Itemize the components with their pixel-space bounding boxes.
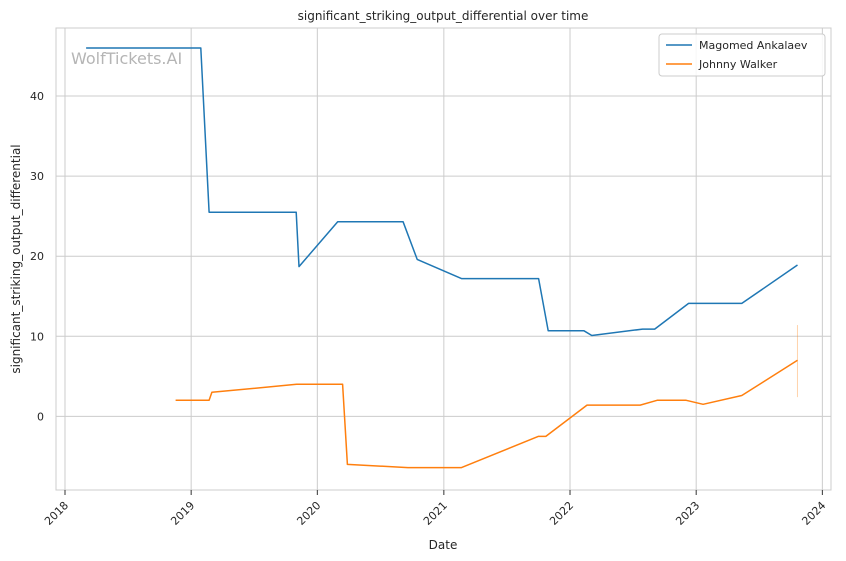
watermark: WolfTickets.AI xyxy=(71,49,182,68)
y-tick-label: 10 xyxy=(30,330,44,343)
y-axis-title: significant_striking_output_differential xyxy=(9,144,23,373)
legend-box xyxy=(658,33,826,77)
chart-title: significant_striking_output_differential… xyxy=(298,9,589,23)
y-tick-label: 30 xyxy=(30,170,44,183)
x-axis-title: Date xyxy=(429,538,458,552)
legend-label-magomed-ankalaev: Magomed Ankalaev xyxy=(699,39,808,52)
series-line-magomed-ankalaev xyxy=(86,47,798,337)
series-line-johnny-walker xyxy=(175,359,798,469)
legend: Magomed Ankalaev Johnny Walker xyxy=(658,33,826,77)
y-tick-label: 40 xyxy=(30,90,44,103)
y-tick-label: 20 xyxy=(30,250,44,263)
y-tick-label: 0 xyxy=(37,410,44,423)
legend-label-johnny-walker: Johnny Walker xyxy=(698,58,778,71)
series-layer xyxy=(86,47,798,469)
grid-lines xyxy=(56,28,831,490)
